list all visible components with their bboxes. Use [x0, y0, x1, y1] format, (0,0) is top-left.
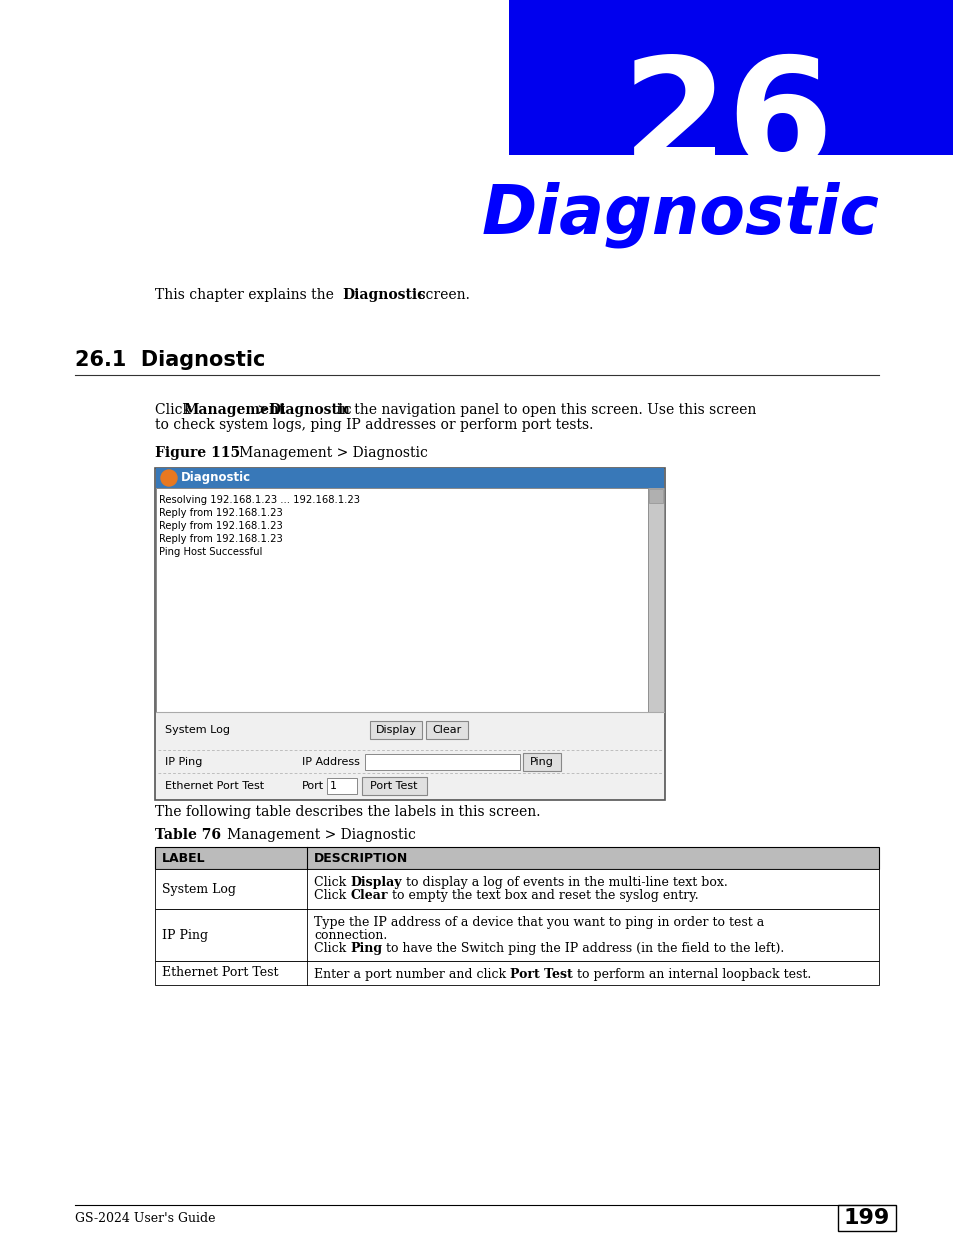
Text: System Log: System Log [165, 725, 230, 735]
Text: Reply from 192.168.1.23: Reply from 192.168.1.23 [159, 521, 282, 531]
Text: in the navigation panel to open this screen. Use this screen: in the navigation panel to open this scr… [332, 403, 756, 417]
Text: connection.: connection. [314, 929, 387, 942]
Text: Management > Diagnostic: Management > Diagnostic [213, 827, 416, 842]
Text: 199: 199 [843, 1208, 889, 1228]
Bar [509, 0, 953, 156]
Text: Click: Click [314, 942, 350, 955]
Text: Click: Click [314, 876, 350, 889]
Text: Click: Click [154, 403, 195, 417]
Bar [647, 488, 663, 713]
Text: screen.: screen. [414, 288, 470, 303]
Text: Ping Host Successful: Ping Host Successful [159, 547, 262, 557]
Text: to display a log of events in the multi-line text box.: to display a log of events in the multi-… [401, 876, 727, 889]
Text: Diagnostic: Diagnostic [268, 403, 352, 417]
Text: Type the IP address of a device that you want to ping in order to test a: Type the IP address of a device that you… [314, 916, 763, 929]
Text: IP Ping: IP Ping [162, 929, 208, 941]
Bar [156, 488, 647, 713]
Bar [154, 909, 878, 961]
Text: Reply from 192.168.1.23: Reply from 192.168.1.23 [159, 534, 282, 543]
Bar [361, 777, 427, 795]
Text: Clear: Clear [350, 889, 387, 902]
Text: Display: Display [350, 876, 401, 889]
Bar [154, 847, 878, 869]
Bar [522, 753, 560, 771]
Bar [154, 961, 878, 986]
Text: Port: Port [302, 781, 324, 790]
Text: Display: Display [375, 725, 416, 735]
Text: Ethernet Port Test: Ethernet Port Test [165, 781, 264, 790]
Text: Resolving 192.168.1.23 ... 192.168.1.23: Resolving 192.168.1.23 ... 192.168.1.23 [159, 495, 359, 505]
Text: Figure 115: Figure 115 [154, 446, 240, 459]
Bar [156, 713, 663, 799]
Text: Enter a port number and click: Enter a port number and click [314, 968, 510, 981]
Text: >: > [253, 403, 274, 417]
Text: IP Address: IP Address [302, 757, 359, 767]
Text: Port Test: Port Test [370, 781, 417, 790]
Text: LABEL: LABEL [162, 851, 206, 864]
Text: Ethernet Port Test: Ethernet Port Test [162, 967, 278, 979]
Bar [154, 869, 878, 909]
Text: Reply from 192.168.1.23: Reply from 192.168.1.23 [159, 508, 282, 517]
Text: to empty the text box and reset the syslog entry.: to empty the text box and reset the sysl… [387, 889, 698, 902]
Text: GS-2024 User's Guide: GS-2024 User's Guide [75, 1212, 215, 1224]
Text: Diagnostic: Diagnostic [181, 472, 251, 484]
Text: to perform an internal loopback test.: to perform an internal loopback test. [572, 968, 810, 981]
Text: Ping: Ping [350, 942, 382, 955]
Bar [837, 1205, 895, 1231]
Bar [426, 721, 468, 739]
Text: The following table describes the labels in this screen.: The following table describes the labels… [154, 805, 540, 819]
Bar [154, 468, 664, 800]
Text: to have the Switch ping the IP address (in the field to the left).: to have the Switch ping the IP address (… [382, 942, 783, 955]
Text: DESCRIPTION: DESCRIPTION [314, 851, 408, 864]
Bar [648, 489, 662, 503]
Text: Management: Management [183, 403, 285, 417]
Bar [370, 721, 421, 739]
Text: Port Test: Port Test [510, 968, 572, 981]
Text: Table 76: Table 76 [154, 827, 221, 842]
Text: Ping: Ping [530, 757, 554, 767]
Text: to check system logs, ping IP addresses or perform port tests.: to check system logs, ping IP addresses … [154, 417, 593, 432]
Text: Management > Diagnostic: Management > Diagnostic [226, 446, 428, 459]
Text: IP Ping: IP Ping [165, 757, 202, 767]
Text: Diagnostic: Diagnostic [341, 288, 425, 303]
Text: System Log: System Log [162, 883, 235, 895]
Bar [156, 468, 663, 488]
Text: 26.1  Diagnostic: 26.1 Diagnostic [75, 350, 265, 370]
Bar [327, 778, 356, 794]
Text: Diagnostic: Diagnostic [480, 182, 878, 248]
Text: This chapter explains the: This chapter explains the [154, 288, 338, 303]
Text: 1: 1 [330, 781, 336, 790]
Text: Click: Click [314, 889, 350, 902]
Circle shape [161, 471, 177, 487]
Bar [365, 755, 519, 769]
Text: Clear: Clear [432, 725, 461, 735]
Text: 26: 26 [621, 51, 834, 200]
